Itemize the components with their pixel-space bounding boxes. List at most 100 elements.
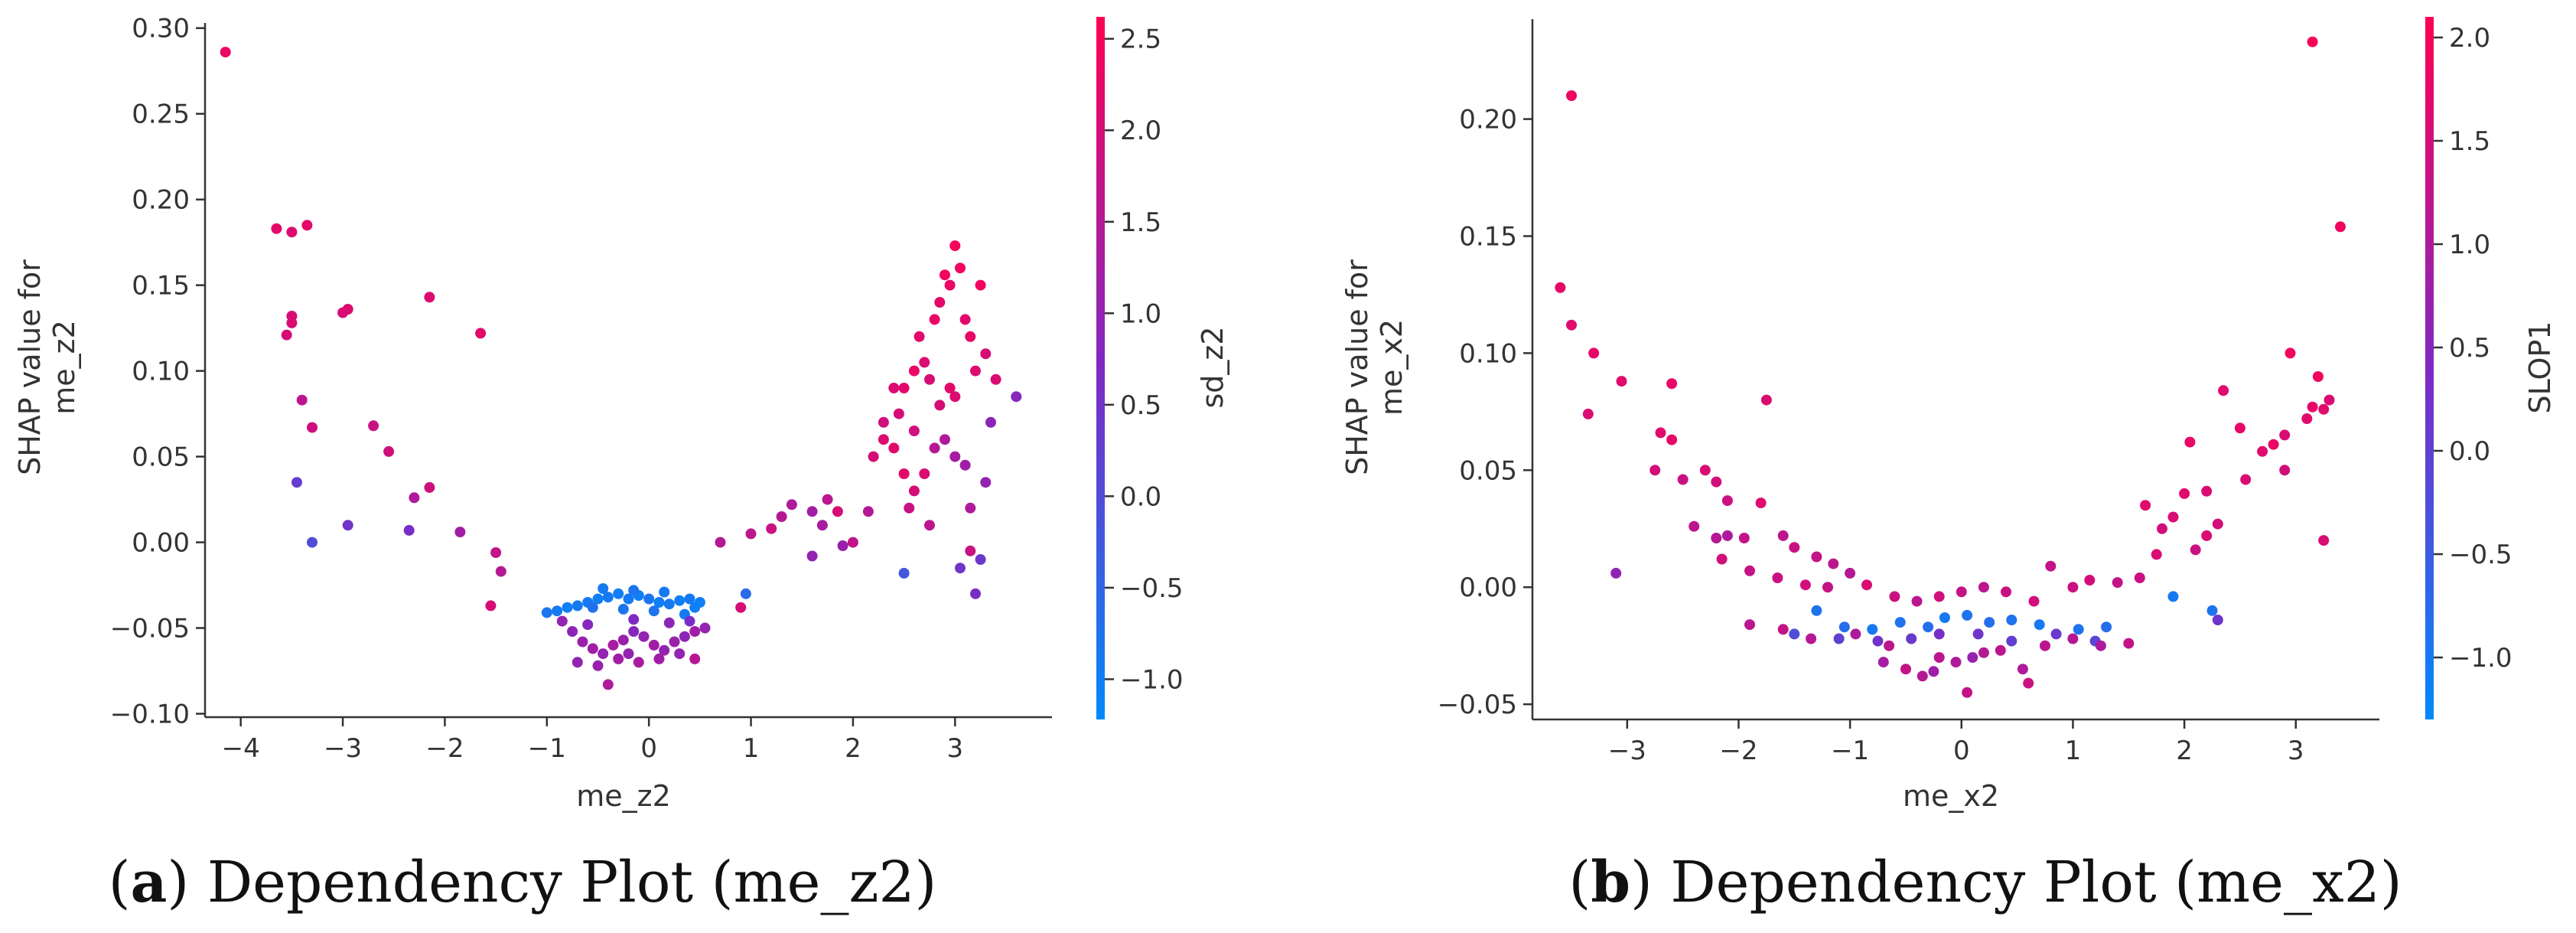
y-tick-label: 0.05 [132,442,190,473]
scatter-point [613,653,624,664]
scatter-point [286,227,298,238]
scatter-point [1933,652,1945,663]
panel-b-caption: (b) Dependency Plot (me_x2) [1568,850,2402,915]
scatter-point [633,657,644,668]
scatter-point [2101,621,2112,633]
panel-a-caption: (a) Dependency Plot (me_z2) [109,850,937,915]
scatter-point [1666,378,1678,390]
scatter-point [368,420,379,432]
scatter-point [552,605,563,617]
scatter-point [1806,633,1817,644]
x-tick-label: −2 [425,733,464,764]
scatter-point [2067,582,2079,593]
scatter-point [2201,530,2213,541]
scatter-point [2268,439,2279,450]
panel-a-caption-open: ( [109,850,131,915]
scatter-point [919,468,930,479]
panel-a-caption-text: Dependency Plot (me_z2) [189,850,936,915]
scatter-point [1777,530,1789,541]
scatter-point [924,374,935,385]
scatter-point [959,459,971,471]
scatter-point [1755,497,1767,509]
x-tick-label: −3 [1608,736,1646,766]
scatter-point [1738,533,1750,543]
scatter-point [1772,573,1783,583]
panel-b-x-label: me_x2 [1903,779,1999,813]
scatter-point [878,434,889,445]
scatter-point [2301,413,2313,424]
panel-b-x-ticks: −3 −2 −1 0 1 2 3 [1608,719,2304,766]
scatter-point [949,451,961,462]
scatter-point [740,588,751,599]
scatter-point [587,602,598,613]
y-tick-label: 0.30 [132,14,190,44]
scatter-point [2184,436,2196,448]
scatter-point [659,586,670,598]
scatter-point [307,422,318,433]
scatter-point [908,485,920,497]
scatter-point [965,545,976,556]
colorbar-tick-label: 0.0 [1120,481,1161,512]
panel-a-caption-letter: a [130,850,167,915]
y-tick-label: 0.15 [132,271,190,302]
scatter-point [669,636,680,648]
scatter-point [296,394,308,406]
colorbar-tick-label: 1.0 [1120,298,1161,329]
scatter-point [342,520,353,531]
scatter-point [949,391,961,403]
scatter-point [291,477,302,488]
scatter-point [1950,657,1962,668]
scatter-point [904,502,915,514]
scatter-point [342,304,353,315]
panel-a-colorbar-label: sd_z2 [1196,326,1229,408]
scatter-point [1833,633,1845,644]
scatter-point [1828,558,1839,569]
scatter-point [2034,619,2045,631]
scatter-point [955,263,966,274]
panel-b-caption-open: ( [1568,850,1591,915]
scatter-point [1867,624,1878,635]
scatter-point [1917,670,1928,682]
scatter-point [715,537,726,548]
scatter-point [2095,640,2106,651]
scatter-point [1011,391,1022,403]
scatter-point [1744,565,1755,576]
colorbar-tick-label: 1.0 [2449,230,2490,260]
scatter-point [623,593,634,605]
scatter-point [628,614,640,625]
scatter-point [556,615,568,627]
scatter-point [816,520,828,531]
scatter-point [959,314,971,325]
scatter-point [1789,542,1800,553]
scatter-point [1850,628,1861,640]
scatter-point [2157,523,2167,534]
scatter-point [1967,652,1978,663]
scatter-point [643,593,655,605]
scatter-point [934,297,946,308]
scatter-point [577,636,588,648]
scatter-point [2112,577,2123,589]
y-tick-label: 0.05 [1459,455,1517,486]
scatter-point [2167,511,2179,523]
scatter-point [679,631,690,642]
panel-b-colorbar-label: SLOP1 [2523,321,2557,414]
scatter-point [990,374,1001,385]
x-tick-label: 2 [2176,736,2193,766]
scatter-point [2279,429,2291,441]
scatter-point [2040,640,2050,651]
scatter-point [1666,434,1678,445]
scatter-point [1894,617,1906,628]
scatter-point [745,528,757,540]
scatter-point [587,643,598,654]
y-tick-label: 0.20 [1459,105,1517,135]
scatter-point [1906,633,1917,644]
y-tick-label: 0.10 [1459,338,1517,369]
scatter-point [929,314,940,325]
scatter-point [908,426,920,436]
scatter-point [878,416,889,428]
scatter-point [628,626,640,637]
scatter-point [572,657,583,668]
scatter-point [567,626,578,637]
y-tick-label: 0.00 [132,528,190,559]
